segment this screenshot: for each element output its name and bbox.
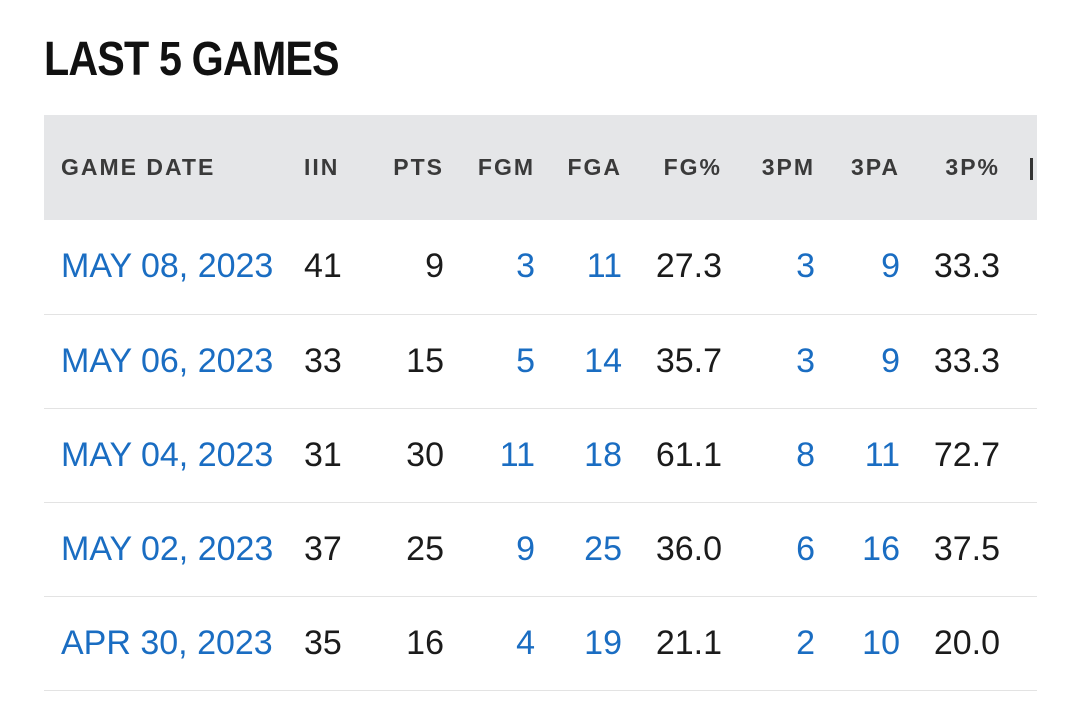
cell-fga-link[interactable]: 18 (535, 408, 622, 503)
cell-pts: 15 (357, 314, 444, 409)
column-header-3p-pct[interactable]: 3P% (945, 154, 1000, 180)
cell-3pa-link[interactable]: 9 (815, 220, 900, 315)
cell-3p-pct: 20.0 (900, 596, 1000, 691)
cell-truncated (1000, 314, 1037, 409)
cell-min: 41 (302, 220, 357, 315)
cell-truncated (1000, 408, 1037, 503)
cell-fgm-link[interactable]: 4 (444, 596, 535, 691)
column-header-game-date[interactable]: GAME DATE (61, 154, 216, 180)
cell-min: 33 (302, 314, 357, 409)
cell-3p-pct: 33.3 (900, 220, 1000, 315)
cell-3pa-link[interactable]: 11 (815, 408, 900, 503)
truncated-column-edge (1030, 157, 1033, 180)
column-header-truncated (1000, 115, 1037, 220)
column-header-fga[interactable]: FGA (567, 154, 622, 180)
column-header-fgm[interactable]: FGM (477, 154, 535, 180)
cell-3pm-link[interactable]: 6 (722, 502, 815, 597)
cell-fgm-link[interactable]: 11 (444, 408, 535, 503)
cell-fga-link[interactable]: 14 (535, 314, 622, 409)
table-header-row: GAME DATE IIN PTS FGM FGA FG% 3PM 3PA 3P… (44, 115, 1037, 220)
cell-fga-link[interactable]: 11 (535, 220, 622, 315)
cell-3p-pct: 72.7 (900, 408, 1000, 503)
cell-3pm-link[interactable]: 3 (722, 314, 815, 409)
cell-fg-pct: 27.3 (622, 220, 722, 315)
column-header-pts[interactable]: PTS (393, 154, 444, 180)
cell-min: 35 (302, 596, 357, 691)
cell-truncated (1000, 502, 1037, 597)
cell-pts: 25 (357, 502, 444, 597)
cell-pts: 16 (357, 596, 444, 691)
cell-fga-link[interactable]: 25 (535, 502, 622, 597)
table-row: MAY 02, 2023 37 25 9 25 36.0 6 16 37.5 (44, 502, 1037, 597)
table-row: MAY 06, 2023 33 15 5 14 35.7 3 9 33.3 (44, 314, 1037, 409)
column-header-3pa[interactable]: 3PA (850, 154, 900, 180)
cell-fgm-link[interactable]: 5 (444, 314, 535, 409)
table-row: MAY 04, 2023 31 30 11 18 61.1 8 11 72.7 (44, 408, 1037, 503)
column-header-3pm[interactable]: 3PM (761, 154, 815, 180)
cell-fg-pct: 21.1 (622, 596, 722, 691)
game-date-link[interactable]: MAY 02, 2023 (44, 502, 302, 597)
game-date-link[interactable]: MAY 04, 2023 (44, 408, 302, 503)
column-header-min[interactable]: IIN (304, 154, 340, 180)
column-header-fg-pct[interactable]: FG% (663, 154, 722, 180)
cell-min: 31 (302, 408, 357, 503)
cell-3pa-link[interactable]: 9 (815, 314, 900, 409)
table-row: MAY 08, 2023 41 9 3 11 27.3 3 9 33.3 (44, 220, 1037, 315)
game-date-link[interactable]: APR 30, 2023 (44, 596, 302, 691)
game-date-link[interactable]: MAY 08, 2023 (44, 220, 302, 315)
cell-fgm-link[interactable]: 9 (444, 502, 535, 597)
last-games-table: GAME DATE IIN PTS FGM FGA FG% 3PM 3PA 3P… (44, 115, 1037, 691)
cell-3pm-link[interactable]: 2 (722, 596, 815, 691)
cell-truncated (1000, 220, 1037, 315)
cell-truncated (1000, 596, 1037, 691)
cell-3pm-link[interactable]: 3 (722, 220, 815, 315)
cell-3p-pct: 33.3 (900, 314, 1000, 409)
cell-3p-pct: 37.5 (900, 502, 1000, 597)
cell-3pm-link[interactable]: 8 (722, 408, 815, 503)
cell-pts: 30 (357, 408, 444, 503)
page-title: LAST 5 GAMES (44, 33, 340, 86)
cell-fga-link[interactable]: 19 (535, 596, 622, 691)
cell-3pa-link[interactable]: 16 (815, 502, 900, 597)
table-row: APR 30, 2023 35 16 4 19 21.1 2 10 20.0 (44, 596, 1037, 691)
cell-fg-pct: 36.0 (622, 502, 722, 597)
cell-min: 37 (302, 502, 357, 597)
cell-3pa-link[interactable]: 10 (815, 596, 900, 691)
cell-pts: 9 (357, 220, 444, 315)
cell-fg-pct: 61.1 (622, 408, 722, 503)
cell-fgm-link[interactable]: 3 (444, 220, 535, 315)
cell-fg-pct: 35.7 (622, 314, 722, 409)
game-date-link[interactable]: MAY 06, 2023 (44, 314, 302, 409)
last-games-table-container[interactable]: GAME DATE IIN PTS FGM FGA FG% 3PM 3PA 3P… (44, 115, 1037, 711)
